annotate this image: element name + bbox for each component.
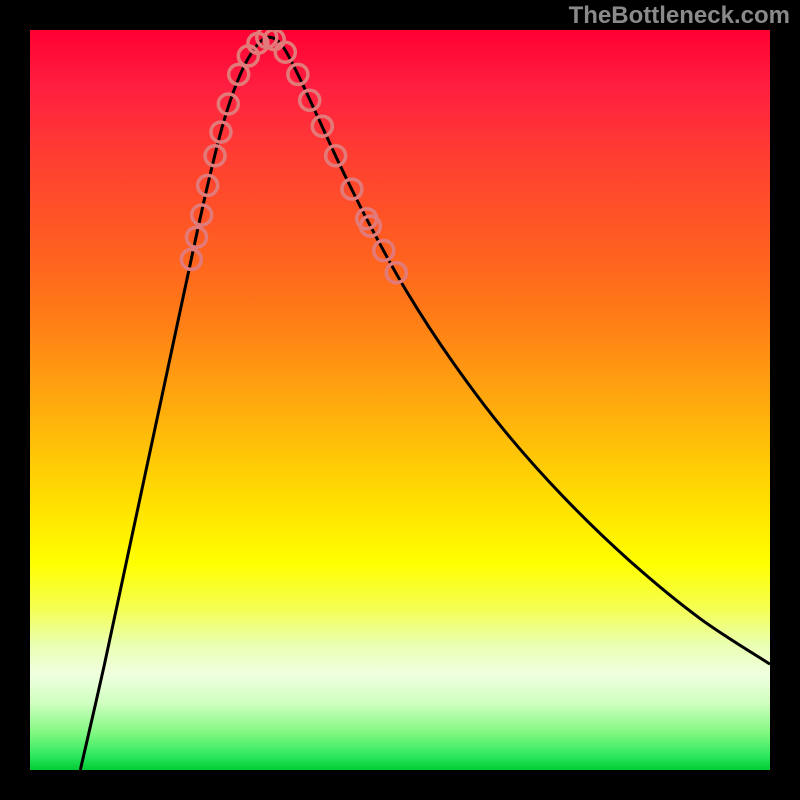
bottleneck-curve-svg — [30, 30, 770, 770]
watermark-text: TheBottleneck.com — [569, 2, 790, 30]
bottleneck-curve — [80, 37, 770, 770]
chart-plot-area — [30, 30, 770, 770]
